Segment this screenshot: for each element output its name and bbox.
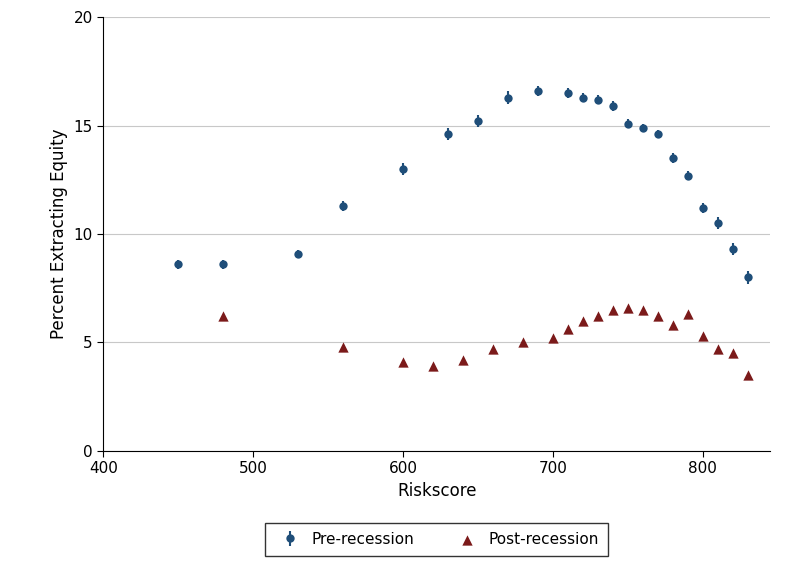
Post-recession <box>337 342 349 351</box>
Post-recession <box>561 325 574 334</box>
Legend: Pre-recession, Post-recession: Pre-recession, Post-recession <box>265 523 608 556</box>
Post-recession <box>487 344 499 354</box>
Post-recession <box>426 362 439 371</box>
X-axis label: Riskscore: Riskscore <box>397 482 476 500</box>
Post-recession <box>517 338 530 347</box>
Post-recession <box>637 305 649 314</box>
Post-recession <box>711 344 724 354</box>
Post-recession <box>651 312 664 321</box>
Post-recession <box>681 310 694 319</box>
Post-recession <box>742 370 754 380</box>
Post-recession <box>576 316 589 325</box>
Post-recession <box>592 312 604 321</box>
Post-recession <box>622 303 634 312</box>
Post-recession <box>217 312 229 321</box>
Post-recession <box>696 331 709 340</box>
Post-recession <box>397 357 410 366</box>
Post-recession <box>546 334 559 343</box>
Post-recession <box>666 320 679 329</box>
Y-axis label: Percent Extracting Equity: Percent Extracting Equity <box>50 129 68 339</box>
Post-recession <box>607 305 619 314</box>
Post-recession <box>727 349 739 358</box>
Post-recession <box>457 355 469 365</box>
